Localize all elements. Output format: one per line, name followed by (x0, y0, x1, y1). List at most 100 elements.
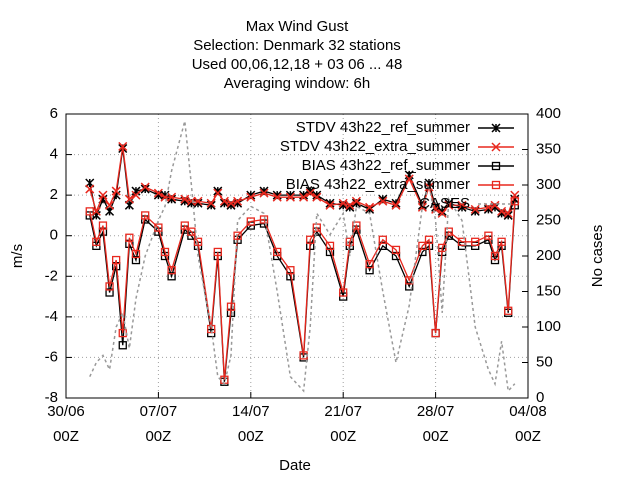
point-marker (339, 288, 348, 297)
point-marker (105, 282, 114, 291)
point-marker (131, 249, 141, 259)
point-marker (497, 206, 507, 216)
point-marker (437, 208, 447, 218)
y-axis-label: m/s (9, 244, 26, 268)
point-marker (365, 259, 374, 269)
point-marker (112, 255, 121, 265)
point-marker (167, 192, 177, 202)
point-marker (125, 233, 134, 242)
point-marker (457, 237, 467, 246)
point-marker (325, 247, 335, 257)
point-marker (98, 221, 108, 230)
chart-subtitle: Used 00,06,12,18 + 03 06 ... 48 (192, 56, 403, 73)
point-marker (491, 123, 501, 133)
point-marker (92, 237, 101, 246)
y2-tick-label: 200 (536, 247, 561, 264)
point-marker (180, 221, 189, 230)
legend-label: BIAS 43h22_extra_summer (286, 176, 470, 193)
x-tick-label: 21/07 00Z (324, 403, 362, 445)
point-marker (457, 200, 467, 210)
point-marker (226, 302, 236, 311)
y2-tick-label: 150 (536, 282, 561, 299)
y-tick-label: -6 (45, 348, 58, 365)
point-marker (405, 282, 414, 291)
point-marker (444, 227, 453, 236)
point-marker (186, 196, 196, 206)
point-marker (206, 198, 216, 208)
point-marker (273, 247, 282, 257)
y2-tick-label: 0 (536, 389, 544, 406)
point-marker (418, 247, 427, 257)
point-marker (187, 227, 196, 236)
point-marker (325, 200, 335, 210)
x-tick-label: 30/06 00Z (47, 403, 85, 445)
x-tick-label: 07/07 00Z (140, 403, 178, 445)
y-tick-label: 6 (50, 105, 58, 122)
series-line (89, 201, 516, 380)
y-tick-label: -8 (45, 389, 58, 406)
x-tick-label: 04/08 00Z (509, 403, 547, 445)
point-marker (299, 192, 309, 202)
point-marker (219, 196, 229, 206)
point-marker (378, 196, 388, 206)
point-marker (404, 174, 414, 184)
point-marker (490, 251, 500, 261)
point-marker (431, 328, 440, 338)
point-marker (85, 207, 94, 216)
point-marker (352, 221, 361, 230)
y2-tick-label: 350 (536, 140, 561, 157)
point-marker (226, 198, 236, 208)
chart-subtitle: Averaging window: 6h (224, 75, 370, 92)
point-marker (85, 184, 95, 194)
point-marker (497, 237, 506, 246)
point-marker (140, 182, 150, 192)
point-marker (424, 235, 434, 244)
point-marker (124, 194, 134, 204)
x-axis-label: Date (279, 457, 311, 474)
point-marker (491, 180, 501, 190)
point-marker (154, 223, 163, 232)
point-marker (98, 190, 108, 200)
point-marker (118, 341, 127, 350)
point-marker (305, 188, 315, 198)
point-marker (233, 231, 242, 240)
plot-frame (65, 113, 529, 399)
point-marker (246, 217, 255, 226)
point-marker (391, 200, 401, 210)
point-marker (510, 197, 519, 206)
point-marker (246, 192, 256, 202)
point-marker (259, 188, 269, 198)
y-tick-label: -4 (45, 308, 58, 325)
legend-label: STDV 43h22_ref_summer (296, 119, 470, 136)
point-marker (153, 188, 163, 198)
legend-label: CASES (419, 195, 470, 212)
point-marker (491, 142, 501, 152)
point-marker (167, 266, 176, 275)
y2-tick-label: 250 (536, 211, 561, 228)
series-line (89, 120, 516, 393)
point-marker (131, 190, 141, 200)
x-tick-label: 28/07 00Z (417, 403, 455, 445)
y2-tick-label: 400 (536, 105, 561, 122)
point-marker (193, 196, 203, 206)
point-marker (105, 288, 114, 297)
point-marker (491, 161, 501, 171)
point-marker (213, 188, 223, 198)
point-marker (272, 192, 282, 202)
point-marker (503, 208, 513, 218)
point-marker (141, 211, 150, 220)
chart-subtitle: Selection: Denmark 32 stations (193, 37, 401, 54)
legend-label: STDV 43h22_extra_summer (280, 138, 470, 155)
point-marker (365, 266, 374, 275)
point-marker (345, 237, 354, 246)
point-marker (131, 255, 141, 265)
point-marker (118, 141, 128, 151)
point-marker (338, 198, 348, 208)
point-marker (259, 215, 269, 224)
y2-tick-label: 300 (536, 176, 561, 193)
point-marker (391, 245, 401, 255)
point-marker (213, 247, 222, 257)
y-tick-label: 2 (50, 186, 58, 203)
